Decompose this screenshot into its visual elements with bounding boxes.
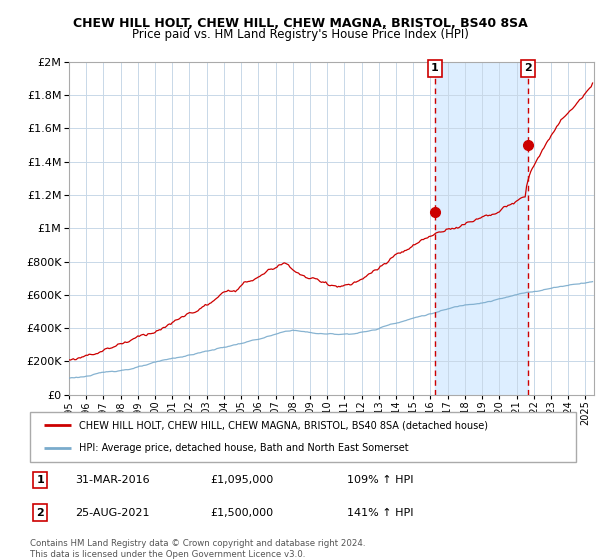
Text: 1: 1	[431, 63, 439, 73]
FancyBboxPatch shape	[30, 412, 576, 462]
Text: 31-MAR-2016: 31-MAR-2016	[75, 475, 149, 486]
Text: 109% ↑ HPI: 109% ↑ HPI	[347, 475, 413, 486]
Text: 2: 2	[37, 507, 44, 517]
Text: CHEW HILL HOLT, CHEW HILL, CHEW MAGNA, BRISTOL, BS40 8SA: CHEW HILL HOLT, CHEW HILL, CHEW MAGNA, B…	[73, 17, 527, 30]
Text: £1,095,000: £1,095,000	[210, 475, 274, 486]
Text: 141% ↑ HPI: 141% ↑ HPI	[347, 507, 413, 517]
Text: Contains HM Land Registry data © Crown copyright and database right 2024.
This d: Contains HM Land Registry data © Crown c…	[30, 539, 365, 559]
Bar	[435, 62, 528, 395]
Text: 2: 2	[524, 63, 532, 73]
Text: £1,500,000: £1,500,000	[210, 507, 274, 517]
Text: 1: 1	[37, 475, 44, 486]
Text: Price paid vs. HM Land Registry's House Price Index (HPI): Price paid vs. HM Land Registry's House …	[131, 28, 469, 41]
Text: HPI: Average price, detached house, Bath and North East Somerset: HPI: Average price, detached house, Bath…	[79, 444, 409, 454]
Text: CHEW HILL HOLT, CHEW HILL, CHEW MAGNA, BRISTOL, BS40 8SA (detached house): CHEW HILL HOLT, CHEW HILL, CHEW MAGNA, B…	[79, 420, 488, 430]
Text: 25-AUG-2021: 25-AUG-2021	[75, 507, 149, 517]
